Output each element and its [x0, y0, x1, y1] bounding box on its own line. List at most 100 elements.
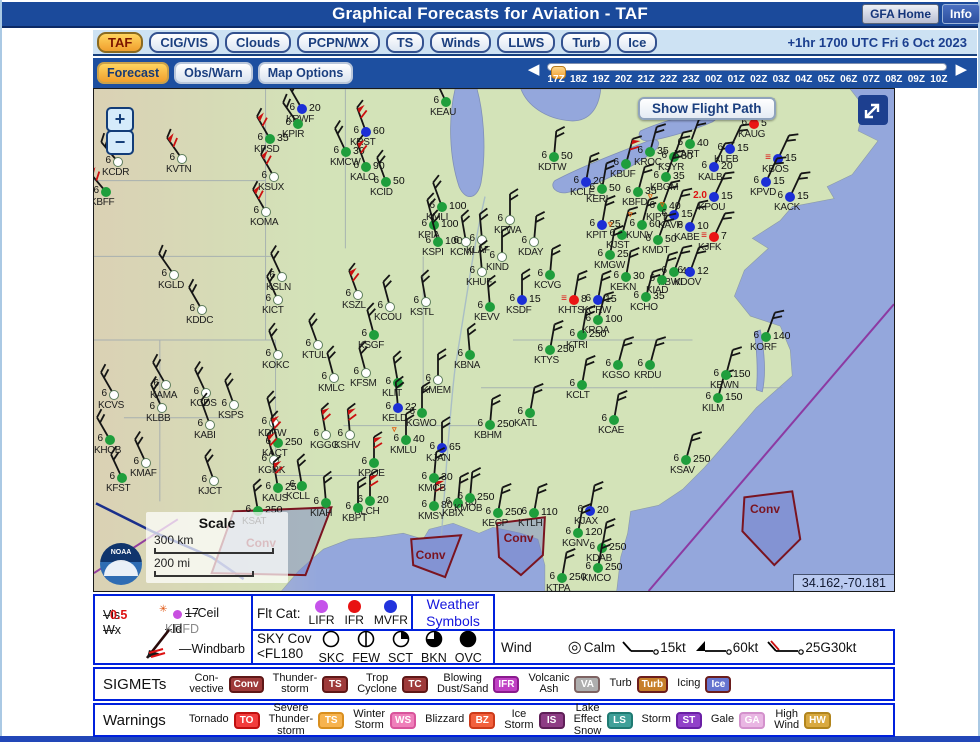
time-tick-21z[interactable]: 21Z [637, 74, 655, 85]
station-vis: 6 [705, 390, 711, 402]
station-vis: ≡ [701, 230, 707, 242]
time-tick-23z[interactable]: 23Z [682, 74, 700, 85]
station-ceiling: 250 [693, 453, 711, 466]
header-button-info[interactable]: Info [942, 4, 980, 24]
time-tick-08z[interactable]: 08Z [885, 74, 903, 85]
time-tick-01z[interactable]: 01Z [727, 74, 745, 85]
station-vis: 6 [333, 144, 339, 156]
map-canvas[interactable]: 6KEAU620KRWF660KRST6KPIR635KFSD630KMCW69… [93, 88, 895, 592]
flight-cat-dot-icon [713, 392, 723, 403]
header-button-gfa-home[interactable]: GFA Home [862, 4, 939, 24]
tab-ts[interactable]: TS [385, 31, 425, 53]
sky-dot-icon [209, 475, 219, 486]
conv-sigmet-label-3[interactable]: Conv [750, 501, 780, 516]
time-tick-06z[interactable]: 06Z [840, 74, 858, 85]
tab-taf[interactable]: TAF [97, 31, 144, 53]
time-tick-17z[interactable]: 17Z [547, 74, 565, 85]
time-tick-02z[interactable]: 02Z [750, 74, 768, 85]
time-tick-20z[interactable]: 20Z [615, 74, 633, 85]
station-vis: 6 [613, 157, 619, 169]
flight-cat-dot-icon [429, 500, 439, 511]
station-id: KACK [774, 201, 801, 213]
time-tick-18z[interactable]: 18Z [569, 74, 588, 85]
station-vis: 6 [585, 292, 591, 304]
time-tick-03z[interactable]: 03Z [772, 74, 790, 85]
station-ceiling: 250 [285, 435, 303, 448]
time-slider[interactable]: 17Z 18Z 19Z 20Z 21Z 22Z 23Z 00Z 01Z 02Z 03Z 04Z 05Z 0… [547, 58, 948, 88]
gust-icon [767, 640, 805, 655]
station-vis: 6 [609, 227, 615, 239]
station-id: KGGG [310, 440, 339, 452]
zoom-in-button[interactable]: + [106, 107, 134, 132]
sky-dot-icon [113, 156, 123, 167]
tab-pcpn-wx[interactable]: PCPN/WX [297, 31, 380, 53]
next-time-icon[interactable]: ▶ [955, 61, 967, 78]
station-vis: 6 [445, 496, 451, 508]
station-id: KCVG [534, 279, 562, 291]
warnings-label: Warnings [103, 711, 166, 729]
station-id: KCLE [570, 186, 595, 198]
show-flight-path-button[interactable]: Show Flight Path [638, 97, 776, 120]
station-vis: 6 [101, 388, 107, 400]
station-vis: 6 [597, 247, 603, 259]
station-ceiling: 35 [645, 184, 657, 197]
time-tick-09z[interactable]: 09Z [907, 74, 925, 85]
tab-ice[interactable]: Ice [617, 31, 658, 53]
warning-bz-item: Blizzard BZ [425, 711, 496, 729]
station-ceiling: 120 [585, 526, 603, 539]
toolbar-button-forecast[interactable]: Forecast [97, 62, 170, 84]
tab-turb[interactable]: Turb [561, 31, 612, 53]
tab-winds[interactable]: Winds [430, 31, 492, 53]
station-id: KSDF [506, 304, 532, 316]
time-tick-10z[interactable]: 10Z [930, 74, 948, 85]
station-id: KLEB [714, 154, 739, 166]
zoom-out-button[interactable]: − [106, 130, 134, 155]
sky-cov-few: FEW [352, 630, 380, 665]
time-tick-19z[interactable]: 19Z [592, 74, 610, 85]
flight-cat-dot-icon [681, 455, 691, 466]
station-ceiling: 250 [609, 541, 627, 554]
station-id: KCOU [374, 312, 402, 324]
station-id: KOMA [250, 216, 279, 228]
toolbar-button-obs-warn[interactable]: Obs/Warn [174, 62, 253, 84]
tab-llws[interactable]: LLWS [497, 31, 556, 53]
conv-sigmet-label-2[interactable]: Conv [503, 530, 534, 545]
tab-cig-vis[interactable]: CIG/VIS [149, 31, 219, 53]
flight-cat-dot-icon [657, 274, 667, 285]
station-vis: 6 [485, 506, 491, 518]
station-id: KTYS [534, 355, 559, 367]
time-tick-05z[interactable]: 05Z [817, 74, 835, 85]
station-ceiling: 40 [697, 137, 709, 150]
station-ceiling: 25 [609, 217, 621, 230]
sky-dot-icon [345, 430, 355, 441]
toolbar-button-map-options[interactable]: Map Options [257, 62, 354, 84]
fullscreen-button[interactable] [858, 95, 888, 125]
conv-sigmet-label-1[interactable]: Conv [415, 548, 446, 563]
expand-icon [864, 103, 880, 119]
station-id: KROA [582, 324, 610, 336]
station-model-legend: Vis –0.5 ✳ 17 — Ceil Wx — KRFD – Id — Windbarb [93, 594, 253, 665]
scale-mi: 200 mi [154, 556, 191, 570]
station-vis: 6 [457, 348, 463, 360]
warning-badge-ts: TS [318, 711, 345, 729]
time-tick-07z[interactable]: 07Z [862, 74, 880, 85]
station-id: KBUF [610, 169, 636, 181]
time-tick-22z[interactable]: 22Z [660, 74, 678, 85]
station-id: KCHO [630, 302, 658, 314]
time-tick-00z[interactable]: 00Z [705, 74, 723, 85]
station-id: KSZL [342, 299, 366, 311]
station-id: KMLU [390, 445, 417, 457]
weather-symbols-link[interactable]: Weather Symbols [411, 594, 495, 631]
flight-cat-dot-icon [597, 184, 607, 195]
prev-time-icon[interactable]: ◀ [527, 61, 540, 78]
time-slider-handle[interactable] [551, 66, 567, 79]
time-slider-track[interactable] [547, 63, 948, 79]
station-ceiling: 250 [477, 491, 495, 504]
lifr-dot-icon [315, 600, 329, 613]
flight-cat-dot-icon [369, 329, 379, 340]
station-ceiling: 20 [597, 503, 609, 516]
stations-layer: 6KEAU620KRWF660KRST6KPIR635KFSD630KMCW69… [94, 89, 894, 591]
time-tick-04z[interactable]: 04Z [795, 74, 813, 85]
tab-clouds[interactable]: Clouds [225, 31, 292, 53]
station-vis: 6 [605, 358, 611, 370]
